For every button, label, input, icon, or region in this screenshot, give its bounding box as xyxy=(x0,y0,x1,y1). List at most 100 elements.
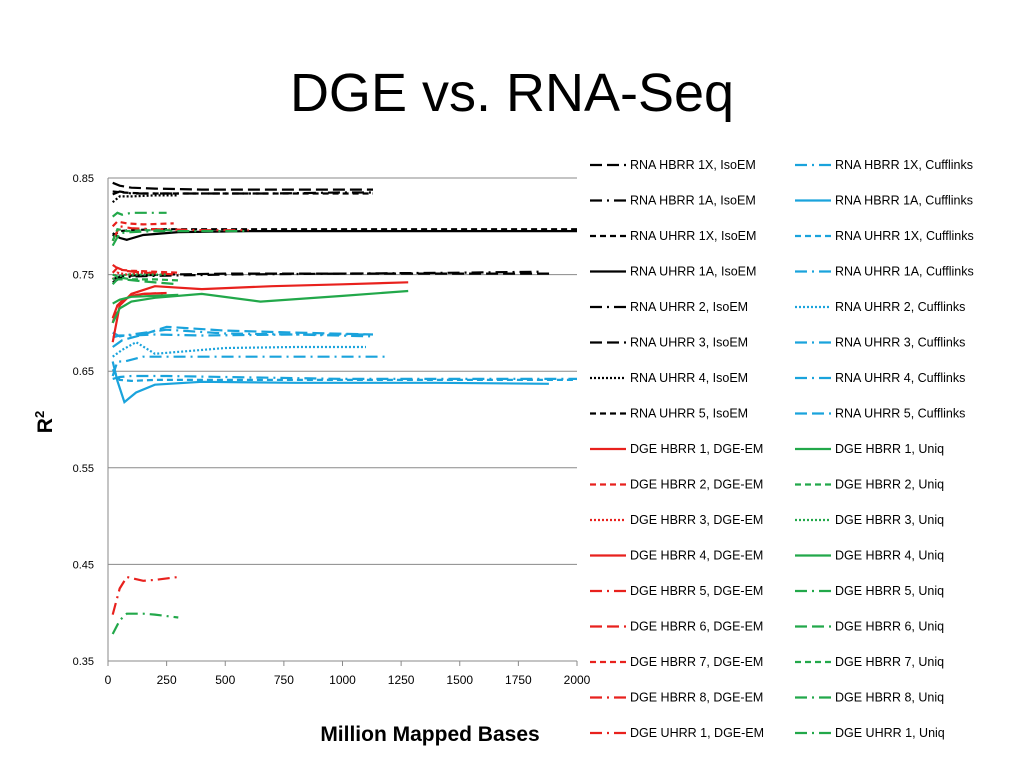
legend-label: RNA HBRR 1X, IsoEM xyxy=(630,158,756,172)
legend-item: RNA UHRR 2, IsoEM xyxy=(590,300,748,314)
legend-item: DGE HBRR 3, DGE-EM xyxy=(590,513,763,527)
series-line xyxy=(111,220,174,228)
legend-item: DGE HBRR 1, DGE-EM xyxy=(590,442,763,456)
legend-label: DGE HBRR 8, DGE-EM xyxy=(630,691,763,705)
legend-item: DGE HBRR 6, DGE-EM xyxy=(590,620,763,634)
series-line xyxy=(112,230,577,241)
legend-label: RNA HBRR 1A, IsoEM xyxy=(630,194,756,208)
legend-label: DGE UHRR 1, Uniq xyxy=(835,726,945,740)
series-line xyxy=(112,325,374,348)
legend-item: RNA UHRR 5, Cufflinks xyxy=(795,407,965,421)
legend-label: RNA UHRR 5, Cufflinks xyxy=(835,407,965,421)
x-tick-label: 2000 xyxy=(564,673,591,687)
legend-item: RNA HBRR 1A, Cufflinks xyxy=(795,194,973,208)
series-line xyxy=(111,278,179,286)
series-line xyxy=(112,181,373,191)
legend-item: RNA HBRR 1X, IsoEM xyxy=(590,158,756,172)
x-axis-title: Million Mapped Bases xyxy=(320,723,539,746)
y-axis-title-main: R xyxy=(34,418,57,433)
series-line xyxy=(111,368,577,383)
y-axis-title: R2 xyxy=(32,411,57,433)
legend-item: DGE HBRR 6, Uniq xyxy=(795,620,944,634)
series-line xyxy=(112,328,374,338)
legend-label: DGE HBRR 1, Uniq xyxy=(835,442,944,456)
legend-label: RNA UHRR 3, Cufflinks xyxy=(835,336,965,350)
legend-label: DGE HBRR 1, DGE-EM xyxy=(630,442,763,456)
series-line xyxy=(111,361,549,404)
series-line xyxy=(112,340,366,358)
legend-label: RNA UHRR 1A, Cufflinks xyxy=(835,265,974,279)
series-line xyxy=(111,575,179,615)
legend-label: DGE HBRR 6, DGE-EM xyxy=(630,620,763,634)
legend-item: DGE HBRR 2, DGE-EM xyxy=(590,478,763,492)
legend-item: RNA UHRR 1X, IsoEM xyxy=(590,229,756,243)
series-line xyxy=(111,227,174,242)
legend-label: RNA UHRR 1X, IsoEM xyxy=(630,229,756,243)
legend-item: DGE HBRR 2, Uniq xyxy=(795,478,944,492)
legend-item: RNA UHRR 4, Cufflinks xyxy=(795,371,965,385)
legend-label: RNA UHRR 3, IsoEM xyxy=(630,336,748,350)
series-line xyxy=(112,374,577,380)
legend-item: DGE HBRR 1, Uniq xyxy=(795,442,944,456)
series-line xyxy=(111,612,179,635)
gridlines xyxy=(108,177,577,662)
series-line xyxy=(111,266,179,276)
series-line xyxy=(112,293,179,305)
legend-item: RNA UHRR 4, IsoEM xyxy=(590,371,748,385)
y-tick-label: 0.65 xyxy=(73,366,94,378)
legend-label: DGE HBRR 7, DGE-EM xyxy=(630,655,763,669)
legend-label: DGE HBRR 4, Uniq xyxy=(835,549,944,563)
x-tick-label: 0 xyxy=(105,673,112,687)
series-line xyxy=(112,273,179,282)
legend-label: DGE HBRR 4, DGE-EM xyxy=(630,549,763,563)
legend-item: DGE HBRR 7, DGE-EM xyxy=(590,655,763,669)
legend-label: DGE UHRR 1, DGE-EM xyxy=(630,726,764,740)
legend-item: DGE HBRR 5, Uniq xyxy=(795,584,944,598)
series-line xyxy=(111,289,409,324)
legend-item: RNA UHRR 2, Cufflinks xyxy=(795,300,965,314)
y-axis-title-superscript: 2 xyxy=(32,411,47,418)
legend-item: DGE HBRR 5, DGE-EM xyxy=(590,584,763,598)
legend-label: DGE HBRR 3, Uniq xyxy=(835,513,944,527)
legend-label: RNA UHRR 4, Cufflinks xyxy=(835,371,965,385)
x-tick-label: 250 xyxy=(157,673,177,687)
y-tick-label: 0.75 xyxy=(73,270,94,282)
legend-label: DGE HBRR 2, Uniq xyxy=(835,478,944,492)
legend-item: RNA UHRR 3, Cufflinks xyxy=(795,336,965,350)
legend-item: RNA UHRR 5, IsoEM xyxy=(590,407,748,421)
y-tick-label: 0.85 xyxy=(73,173,94,185)
legend-label: DGE HBRR 5, DGE-EM xyxy=(630,584,763,598)
legend-label: DGE HBRR 7, Uniq xyxy=(835,655,944,669)
series-line xyxy=(111,355,390,377)
series-line xyxy=(111,194,179,204)
legend-label: RNA UHRR 2, IsoEM xyxy=(630,300,748,314)
legend-label: DGE HBRR 6, Uniq xyxy=(835,620,944,634)
x-tick-label: 1750 xyxy=(505,673,532,687)
legend-item: RNA HBRR 1X, Cufflinks xyxy=(795,158,973,172)
legend-label: RNA UHRR 4, IsoEM xyxy=(630,371,748,385)
x-tick-label: 750 xyxy=(274,673,294,687)
legend-item: DGE HBRR 7, Uniq xyxy=(795,655,944,669)
series-line xyxy=(111,281,409,343)
y-tick-label: 0.55 xyxy=(73,463,94,475)
x-tick-label: 500 xyxy=(215,673,235,687)
legend-label: RNA UHRR 1A, IsoEM xyxy=(630,265,756,279)
y-tick-label: 0.45 xyxy=(73,559,94,571)
legend-item: DGE HBRR 8, Uniq xyxy=(795,691,944,705)
series-line xyxy=(112,270,542,284)
series-line xyxy=(112,211,167,218)
legend-item: DGE HBRR 4, Uniq xyxy=(795,549,944,563)
legend-item: RNA UHRR 3, IsoEM xyxy=(590,336,748,350)
legend-label: DGE HBRR 3, DGE-EM xyxy=(630,513,763,527)
legend-item: RNA UHRR 1A, Cufflinks xyxy=(795,265,974,279)
legend-label: DGE HBRR 8, Uniq xyxy=(835,691,944,705)
legend-label: DGE HBRR 2, DGE-EM xyxy=(630,478,763,492)
series-lines xyxy=(111,181,577,635)
legend-item: RNA HBRR 1A, IsoEM xyxy=(590,194,756,208)
legend-item: DGE HBRR 3, Uniq xyxy=(795,513,944,527)
legend: RNA HBRR 1X, IsoEM RNA HBRR 1A, IsoEM RNA … xyxy=(590,158,974,740)
legend-label: RNA UHRR 2, Cufflinks xyxy=(835,300,965,314)
x-tick-label: 1000 xyxy=(329,673,356,687)
legend-label: RNA UHRR 1X, Cufflinks xyxy=(835,229,974,243)
legend-item: RNA UHRR 1X, Cufflinks xyxy=(795,229,974,243)
